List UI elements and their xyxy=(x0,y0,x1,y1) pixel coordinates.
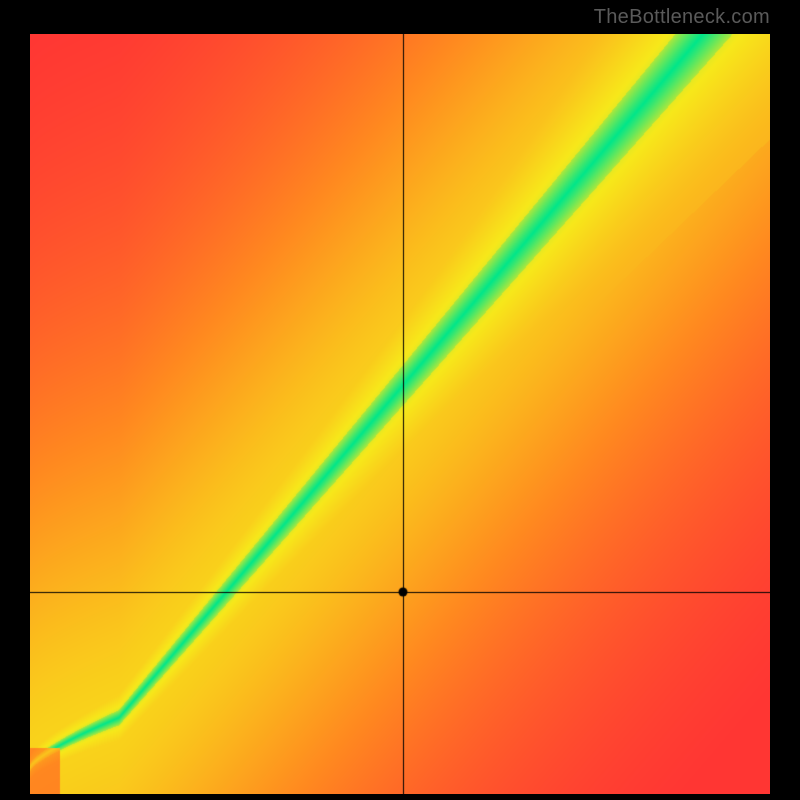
bottleneck-heatmap xyxy=(30,34,770,794)
watermark-text: TheBottleneck.com xyxy=(594,6,770,29)
